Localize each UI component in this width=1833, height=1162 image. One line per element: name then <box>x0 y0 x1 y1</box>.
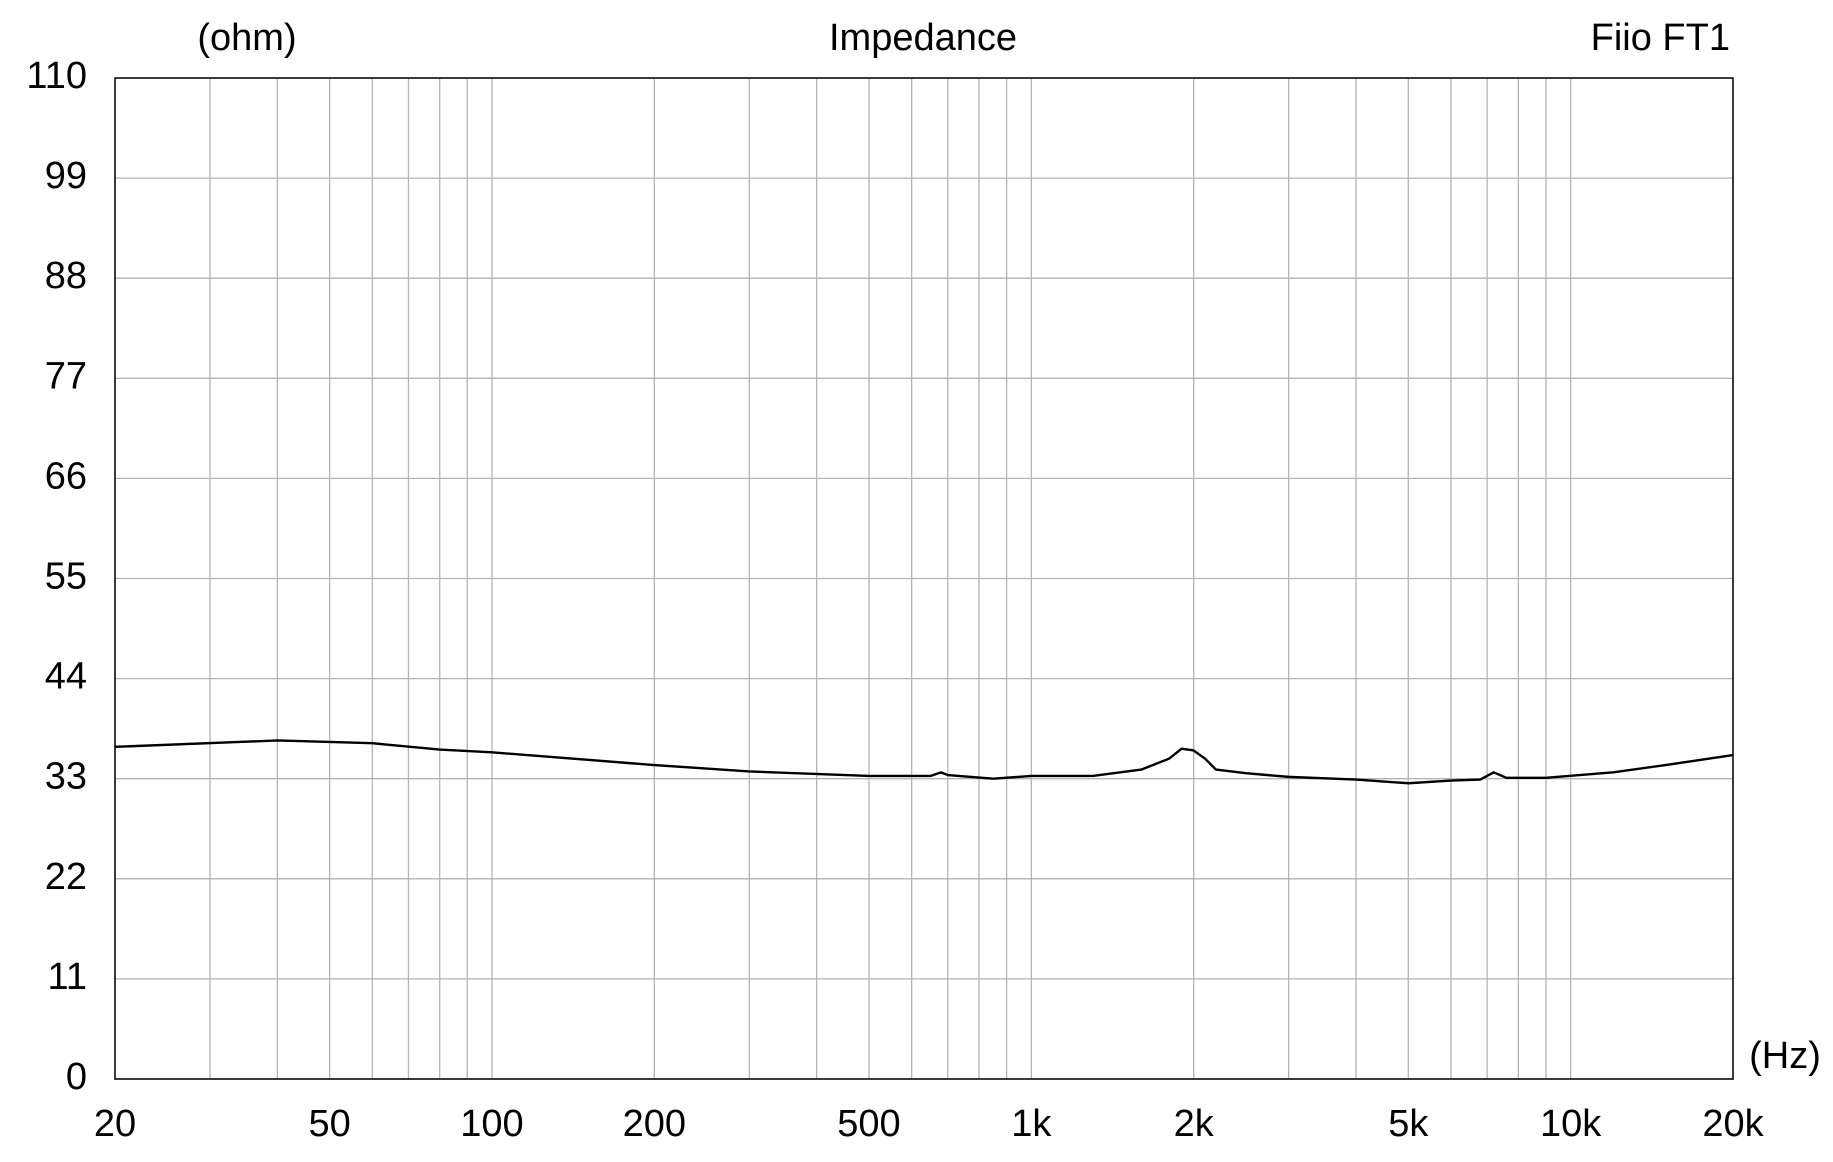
y-tick-label: 33 <box>45 756 87 798</box>
y-tick-label: 44 <box>45 656 87 698</box>
y-tick-label: 110 <box>26 55 87 97</box>
y-tick-label: 55 <box>45 556 87 598</box>
y-axis-label: (ohm) <box>197 17 296 59</box>
x-tick-label: 500 <box>837 1103 900 1145</box>
y-tick-label: 77 <box>45 355 87 397</box>
x-tick-label: 50 <box>308 1103 350 1145</box>
plot-frame <box>114 77 1734 1080</box>
y-tick-label: 22 <box>45 856 87 898</box>
x-tick-label: 1k <box>1011 1103 1052 1145</box>
x-tick-label: 20k <box>1702 1103 1764 1145</box>
x-tick-label: 20 <box>94 1103 136 1145</box>
y-tick-label: 11 <box>48 956 87 998</box>
x-tick-label: 100 <box>460 1103 523 1145</box>
x-tick-label: 10k <box>1540 1103 1602 1145</box>
x-tick-label: 200 <box>623 1103 686 1145</box>
x-axis-label: (Hz) <box>1749 1035 1821 1077</box>
chart-title: Impedance <box>829 17 1017 59</box>
y-tick-label: 0 <box>66 1056 87 1098</box>
x-tick-label: 5k <box>1388 1103 1429 1145</box>
impedance-line <box>114 739 1734 785</box>
y-tick-label: 66 <box>45 455 87 497</box>
chart-subtitle: Fiio FT1 <box>1591 17 1730 59</box>
x-tick-label: 2k <box>1174 1103 1215 1145</box>
y-tick-label: 88 <box>45 255 87 297</box>
y-tick-label: 99 <box>45 155 87 197</box>
